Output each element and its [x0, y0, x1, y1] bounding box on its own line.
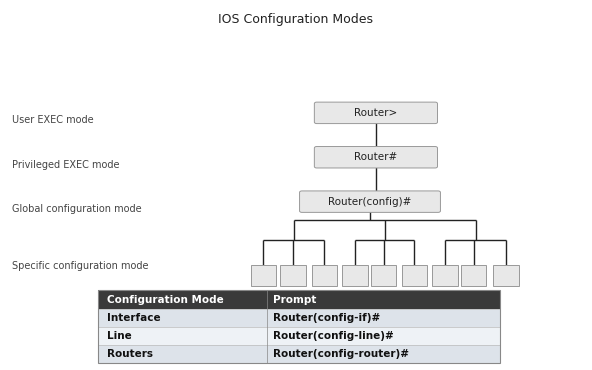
- Bar: [98, 290, 500, 363]
- Bar: [312, 266, 337, 286]
- Text: Line: Line: [107, 331, 131, 341]
- Bar: [371, 266, 397, 286]
- Bar: [494, 266, 519, 286]
- Bar: [98, 309, 500, 327]
- Bar: [98, 327, 500, 345]
- Text: Interface: Interface: [107, 313, 160, 323]
- FancyBboxPatch shape: [314, 147, 437, 168]
- Text: Configuration Mode: Configuration Mode: [107, 295, 223, 305]
- Text: Specific configuration mode: Specific configuration mode: [12, 261, 149, 272]
- Text: Router(config)#: Router(config)#: [329, 196, 411, 207]
- Text: Routers: Routers: [107, 349, 153, 359]
- Bar: [342, 266, 368, 286]
- Text: User EXEC mode: User EXEC mode: [12, 115, 94, 125]
- Text: Prompt: Prompt: [273, 295, 316, 305]
- Text: Router(config-line)#: Router(config-line)#: [273, 331, 394, 341]
- Bar: [281, 266, 306, 286]
- Text: Privileged EXEC mode: Privileged EXEC mode: [12, 159, 120, 170]
- Bar: [401, 266, 427, 286]
- Text: Router#: Router#: [354, 152, 398, 162]
- Text: IOS Configuration Modes: IOS Configuration Modes: [218, 13, 374, 26]
- Bar: [461, 266, 487, 286]
- FancyBboxPatch shape: [314, 102, 437, 124]
- Text: Global configuration mode: Global configuration mode: [12, 204, 141, 214]
- Bar: [432, 266, 458, 286]
- Bar: [251, 266, 276, 286]
- Text: Router>: Router>: [354, 108, 398, 118]
- FancyBboxPatch shape: [300, 191, 440, 212]
- Text: Router(config-if)#: Router(config-if)#: [273, 313, 380, 323]
- Bar: [98, 345, 500, 363]
- Bar: [98, 290, 500, 309]
- Text: Router(config-router)#: Router(config-router)#: [273, 349, 408, 359]
